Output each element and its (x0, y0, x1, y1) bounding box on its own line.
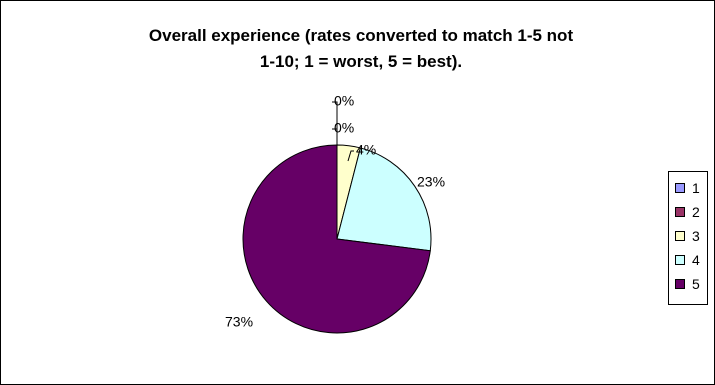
legend: 1 2 3 4 5 (668, 171, 708, 305)
data-label-3: 4% (356, 142, 376, 158)
chart-title: Overall experience (rates converted to m… (1, 23, 715, 75)
chart-title-line-2: 1-10; 1 = worst, 5 = best). (259, 52, 463, 71)
data-label-5: 73% (225, 314, 253, 330)
pie-slice-4 (336, 147, 432, 252)
legend-item-4: 4 (669, 248, 707, 272)
legend-item-1: 1 (669, 176, 707, 200)
legend-label-3: 3 (692, 228, 700, 244)
legend-item-5: 5 (669, 272, 707, 296)
legend-swatch-4 (675, 255, 685, 265)
leader-line-2 (332, 128, 338, 145)
legend-label-2: 2 (692, 204, 700, 220)
chart-title-line-1: Overall experience (rates converted to m… (148, 26, 574, 45)
legend-label-5: 5 (692, 276, 700, 292)
leader-line-3 (347, 150, 354, 162)
data-label-1: 0% (334, 93, 354, 109)
legend-item-2: 2 (669, 200, 707, 224)
legend-item-3: 3 (669, 224, 707, 248)
legend-swatch-2 (675, 207, 685, 217)
data-label-2: 0% (334, 120, 354, 136)
legend-swatch-1 (675, 183, 685, 193)
pie-slice-5 (242, 144, 431, 334)
legend-label-1: 1 (692, 180, 700, 196)
legend-label-4: 4 (692, 252, 700, 268)
data-label-4: 23% (417, 174, 445, 190)
legend-swatch-5 (675, 279, 685, 289)
legend-swatch-3 (675, 231, 685, 241)
